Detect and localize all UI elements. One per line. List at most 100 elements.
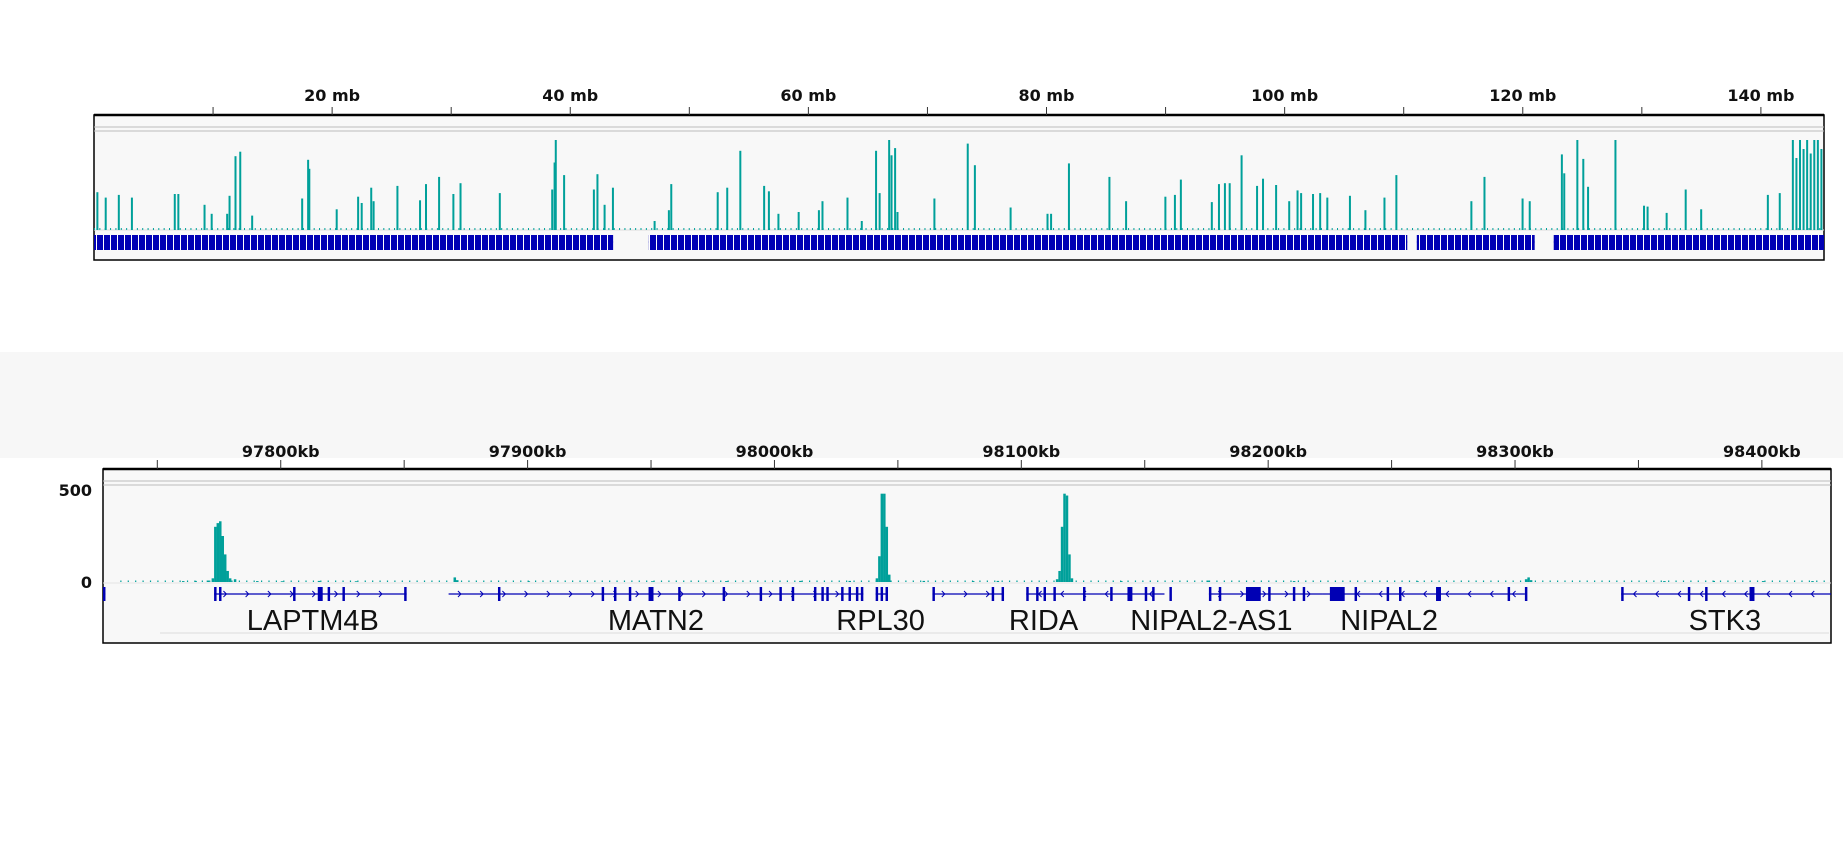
coverage-background-bar: [372, 580, 374, 582]
strand-arrow-icon: [985, 590, 990, 598]
coverage-background-bar: [1038, 580, 1040, 582]
coverage-bar: [357, 196, 360, 230]
coverage-background-bar: [475, 580, 477, 582]
coverage-background-bar: [1449, 228, 1451, 230]
gene-exon: [497, 587, 501, 601]
coverage-bar: [1560, 154, 1563, 230]
coverage-background-bar: [1320, 580, 1322, 582]
coverage-background-bar: [501, 228, 503, 230]
coverage-background-bar: [1431, 580, 1433, 582]
coverage-bar: [1288, 201, 1291, 230]
coverage-bar: [211, 578, 215, 582]
coverage-bar: [452, 194, 455, 230]
coverage-background-bar: [415, 228, 417, 230]
gene-exon: [1687, 587, 1691, 601]
coverage-background-bar: [1331, 228, 1333, 230]
coverage-background-bar: [1754, 228, 1756, 230]
coverage-bar: [1068, 554, 1071, 582]
gene-exon: [648, 587, 654, 601]
coverage-background-bar: [1542, 580, 1544, 582]
coverage-background-bar: [1416, 580, 1418, 582]
coverage-bar: [1228, 183, 1231, 230]
ruler-tick-label: 98300kb: [1476, 442, 1554, 461]
coverage-background-bar: [1465, 228, 1467, 230]
coverage-background-bar: [1623, 580, 1625, 582]
coverage-bar: [396, 185, 399, 230]
coverage-background-bar: [1164, 580, 1166, 582]
coverage-background-bar: [890, 580, 892, 582]
coverage-background-bar: [757, 580, 759, 582]
gene-exon: [1208, 587, 1212, 601]
gene-exon: [103, 587, 106, 601]
gene-exon: [1749, 587, 1755, 601]
coverage-background-bar: [342, 580, 344, 582]
gene-exon: [1053, 587, 1056, 601]
coverage-background-bar: [1524, 228, 1526, 230]
coverage-background-bar: [394, 580, 396, 582]
coverage-background-bar: [786, 580, 788, 582]
coverage-bar: [177, 194, 180, 230]
coverage-background-bar: [1036, 228, 1038, 230]
coverage-background-bar: [1669, 228, 1671, 230]
coverage-background-bar: [292, 228, 294, 230]
coverage-bar: [1576, 140, 1579, 230]
coverage-background-bar: [831, 580, 833, 582]
coverage-bar: [1529, 580, 1533, 582]
coverage-background-bar: [238, 228, 240, 230]
coverage-background-bar: [94, 228, 95, 230]
coverage-bar: [1798, 140, 1801, 230]
strand-arrow-icon: [1699, 590, 1704, 598]
coverage-background-bar: [1571, 580, 1573, 582]
coverage-background-bar: [1749, 580, 1751, 582]
coverage-background-bar: [1460, 580, 1462, 582]
coverage-background-bar: [438, 580, 440, 582]
coverage-background-bar: [1765, 228, 1767, 230]
coverage-bar: [860, 221, 863, 230]
coverage-background-bar: [1117, 228, 1119, 230]
coverage-bar: [239, 151, 242, 230]
coverage-bar: [226, 570, 229, 582]
coverage-background-bar: [1823, 580, 1825, 582]
coverage-background-bar: [281, 228, 283, 230]
coverage-background-bar: [231, 580, 233, 582]
coverage-bar: [1614, 140, 1617, 230]
coverage-background-bar: [594, 580, 596, 582]
coverage-background-bar: [1299, 228, 1301, 230]
coverage-background-bar: [1134, 580, 1137, 582]
coverage-bar: [933, 198, 936, 230]
coverage-bar: [219, 521, 222, 582]
coverage-background-bar: [1551, 228, 1553, 230]
coverage-background-bar: [1090, 228, 1092, 230]
gene-exon: [1083, 587, 1086, 601]
coverage-background-bar: [844, 228, 846, 230]
coverage-background-bar: [379, 580, 381, 582]
coverage-background-bar: [1631, 228, 1633, 230]
coverage-background-bar: [364, 580, 366, 582]
coverage-background-bar: [1660, 580, 1662, 582]
coverage-bar: [763, 185, 766, 230]
coverage-background-bar: [1337, 228, 1339, 230]
coverage-background-bar: [1122, 228, 1124, 230]
gene-density-segment: [1553, 235, 1824, 250]
coverage-background-bar: [1793, 580, 1796, 582]
coverage-bar: [419, 200, 422, 230]
gene-label: NIPAL2-AS1: [1130, 605, 1292, 637]
coverage-background-bar: [1213, 228, 1215, 230]
gene-exon: [1524, 587, 1528, 601]
coverage-background-bar: [1074, 228, 1076, 230]
gene-exon: [628, 587, 632, 601]
coverage-background-bar: [1438, 228, 1440, 230]
coverage-background-bar: [742, 228, 744, 230]
coverage-background-bar: [865, 228, 867, 230]
coverage-bar: [817, 210, 820, 230]
coverage-bar: [971, 581, 975, 582]
coverage-background-bar: [517, 228, 519, 230]
gene-exon: [1152, 587, 1155, 601]
coverage-bar: [301, 198, 304, 230]
coverage-background-bar: [1620, 228, 1622, 230]
coverage-background-bar: [1245, 228, 1247, 230]
coverage-background-bar: [1787, 228, 1789, 230]
gene-exon: [1043, 587, 1046, 601]
coverage-bar: [1395, 175, 1398, 230]
